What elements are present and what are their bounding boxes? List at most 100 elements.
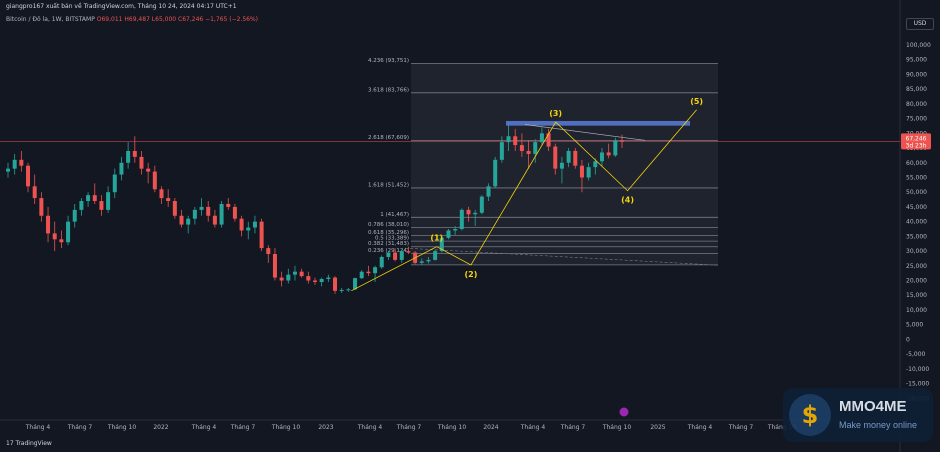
candle-body [606, 152, 611, 156]
currency-button[interactable]: USD [906, 18, 934, 30]
x-tick-label: Tháng 4 [357, 424, 383, 431]
candle-body [459, 209, 464, 229]
fib-level-label: 0.786 (38,010) [368, 222, 409, 228]
candle-body [166, 198, 171, 202]
candle-body [139, 156, 144, 169]
y-tick-label: 55,000 [906, 174, 927, 181]
symbol-name[interactable]: Bitcoin / Đô la, 1W, BITSTAMP [6, 16, 95, 23]
candle-body [573, 150, 578, 166]
candle-body [486, 186, 491, 197]
y-tick-label: 25,000 [906, 263, 927, 270]
candle-body [112, 174, 117, 193]
publisher-line: giangpro167 xuất bản về TradingView.com,… [6, 3, 237, 10]
candle-body [152, 171, 157, 190]
elliott-wave-label: (5) [690, 97, 703, 106]
candle-body [212, 215, 217, 225]
x-tick-label: Tháng 7 [396, 424, 422, 431]
candle-body [479, 196, 484, 213]
x-tick-label: Tháng 10 [602, 424, 631, 431]
candle-body [319, 279, 324, 282]
candle-body [159, 189, 164, 199]
candle-body [373, 267, 378, 274]
x-tick-label: Tháng 4 [687, 424, 713, 431]
candle-body [506, 136, 511, 143]
elliott-wave-label: (3) [549, 109, 562, 118]
candle-body [499, 142, 504, 160]
candle-body [292, 271, 297, 275]
candle-body [586, 167, 591, 178]
candle-body [232, 206, 237, 219]
candle-body [192, 209, 197, 219]
y-tick-label: 35,000 [906, 233, 927, 240]
candle-body [379, 256, 384, 268]
candle-body [179, 215, 184, 225]
mmo4me-watermark: $ MMO4ME Make money online [783, 388, 933, 442]
y-tick-label: 5,000 [906, 322, 923, 329]
candle-body [272, 254, 277, 278]
candle-body [279, 277, 284, 281]
candle-body [226, 203, 231, 207]
y-tick-label: 10,000 [906, 307, 927, 314]
candle-body [419, 261, 424, 263]
fib-level-label: 0.5 (33,389) [375, 236, 409, 242]
candle-body [186, 218, 191, 225]
x-tick-label: 2024 [483, 424, 498, 431]
candle-body [326, 277, 331, 280]
candle-body [346, 289, 351, 291]
fib-level-label: 4.236 (93,751) [368, 58, 409, 64]
elliott-wave-label: (4) [621, 196, 634, 205]
elliott-wave-label: (2) [464, 270, 477, 279]
candle-body [72, 209, 77, 222]
y-tick-label: -5,000 [906, 351, 926, 358]
bar-countdown: 3d 23h [906, 142, 927, 149]
x-tick-label: Tháng 7 [230, 424, 256, 431]
fib-level-label: 3.618 (83,766) [368, 87, 409, 93]
candle-body [219, 203, 224, 225]
candle-body [399, 251, 404, 260]
resistance-zone [506, 120, 690, 126]
candle-body [313, 280, 317, 282]
candle-body [32, 186, 37, 199]
candle-body [252, 221, 257, 228]
candle-body [546, 133, 551, 147]
current-price-tag [901, 133, 931, 150]
candle-body [266, 248, 271, 255]
tradingview-logo[interactable]: 17 TradingView [6, 440, 52, 447]
candle-body [239, 218, 244, 231]
event-lightning-icon[interactable] [619, 407, 629, 417]
candle-body [513, 136, 518, 146]
x-tick-label: 2023 [318, 424, 333, 431]
x-tick-label: 2025 [650, 424, 665, 431]
candle-body [553, 146, 558, 169]
candle-body [66, 221, 71, 243]
symbol-legend: Bitcoin / Đô la, 1W, BITSTAMP O69,011 H6… [0, 14, 906, 26]
candle-body [393, 252, 398, 260]
candle-body [172, 201, 177, 216]
candle-body [533, 142, 538, 154]
x-tick-label: Tháng 7 [728, 424, 754, 431]
y-tick-label: 50,000 [906, 189, 927, 196]
y-tick-label: 60,000 [906, 160, 927, 167]
tradingview-icon: 17 [6, 440, 16, 447]
y-tick-label: 15,000 [906, 292, 927, 299]
y-tick-label: -10,000 [906, 366, 929, 373]
candle-body [52, 233, 57, 240]
candle-body [6, 168, 10, 172]
candle-body [566, 150, 571, 163]
candle-body [106, 192, 111, 210]
ohlc-values: O69,011 H69,487 L65,000 C67,246 −1,765 (… [96, 16, 259, 23]
y-tick-label: 75,000 [906, 116, 927, 123]
elliott-wave-path [351, 109, 697, 292]
candle-body [559, 162, 564, 169]
candle-body [19, 159, 24, 166]
candle-body [599, 152, 604, 162]
x-tick-label: Tháng 7 [67, 424, 93, 431]
candle-body [466, 209, 471, 215]
y-tick-label: 45,000 [906, 204, 927, 211]
watermark-title: MMO4ME [839, 398, 907, 415]
candle-body [92, 195, 97, 202]
dashed-trendline [404, 247, 719, 266]
candle-body [286, 274, 291, 281]
candle-body [519, 145, 524, 151]
